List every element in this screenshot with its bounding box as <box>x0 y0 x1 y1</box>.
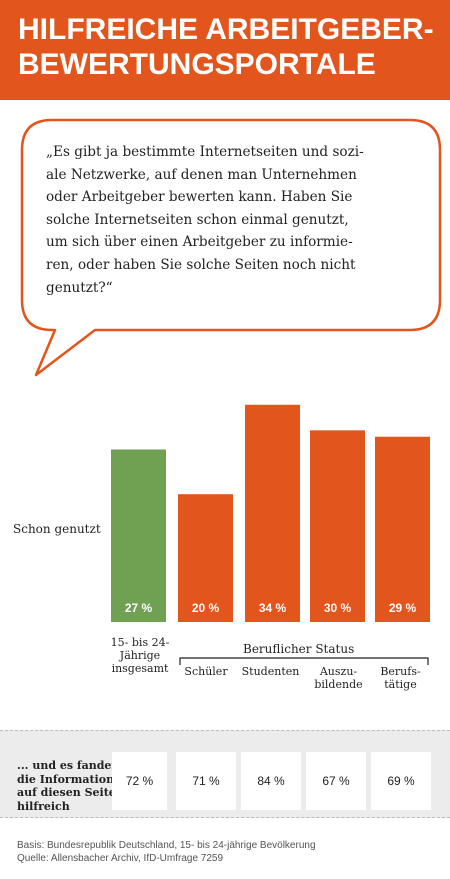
page-title: HILFREICHE ARBEITGEBER- BEWERTUNGSPORTAL… <box>18 13 434 81</box>
header-banner: HILFREICHE ARBEITGEBER- BEWERTUNGSPORTAL… <box>0 0 450 100</box>
row-label-schon-genutzt: Schon genutzt <box>13 522 101 536</box>
bar-value-label-auszubildende: 30 % <box>324 601 352 615</box>
info-value-schueler: 71 % <box>176 752 236 810</box>
category-label-schueler: Schüler <box>184 665 228 678</box>
bar-value-label-berufstaetige: 29 % <box>389 601 417 615</box>
bar-value-label-studenten: 34 % <box>259 601 287 615</box>
source-footer: Basis: Bundesrepublik Deutschland, 15- b… <box>17 840 316 864</box>
survey-question: „Es gibt ja bestimmte Internetseiten und… <box>46 144 364 296</box>
group-bracket <box>179 657 429 665</box>
category-label-auszubildende: Auszu- bildende <box>314 665 363 691</box>
bar-chart: 27 % 20 % 34 % 30 % 29 % <box>111 404 430 622</box>
bar-value-label-schueler: 20 % <box>192 601 220 615</box>
info-value-studenten: 84 % <box>241 752 301 810</box>
info-value-berufstaetige: 69 % <box>371 752 431 810</box>
category-label-studenten: Studenten <box>241 665 300 678</box>
speech-bubble-outline <box>20 118 442 377</box>
bar-studenten <box>245 404 300 622</box>
group-label-beruflicher-status: Beruflicher Status <box>243 642 355 656</box>
speech-bubble <box>20 118 442 377</box>
bar-total <box>111 449 166 622</box>
bar-value-label-total: 27 % <box>125 601 153 615</box>
bar-schueler <box>178 494 233 622</box>
info-value-auszubildende: 67 % <box>306 752 366 810</box>
bar-auszubildende <box>310 430 365 622</box>
category-label-berufstaetige: Berufs- tätige <box>380 665 421 691</box>
info-value-total: 72 % <box>112 752 167 810</box>
bar-berufstaetige <box>375 436 430 622</box>
category-label-total: 15- bis 24- Jährige insgesamt <box>110 636 170 675</box>
